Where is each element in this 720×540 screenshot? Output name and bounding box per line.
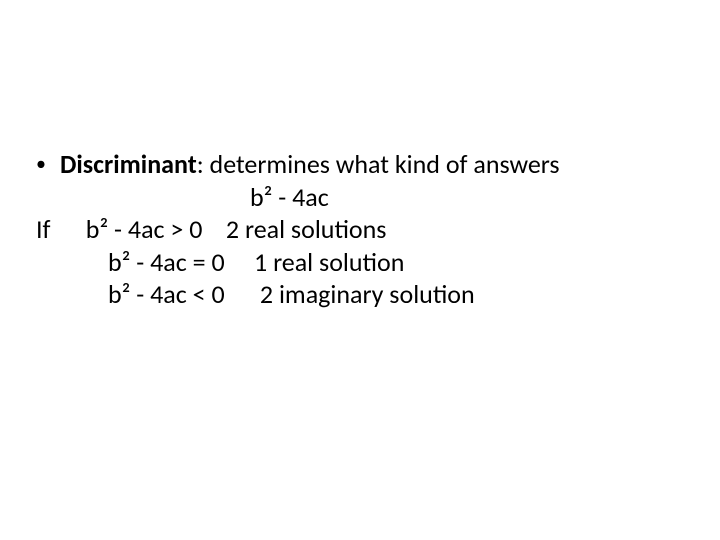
case-1-condition: b² - 4ac > 0 — [86, 213, 203, 245]
case-1: If b² - 4ac > 0 2 real solutions — [36, 213, 686, 246]
formula-line: b² - 4ac — [36, 181, 686, 214]
case-3-condition: b² - 4ac < 0 — [108, 278, 225, 310]
bullet-line: • Discriminant: determines what kind of … — [36, 148, 686, 181]
bullet-text: Discriminant: determines what kind of an… — [60, 148, 560, 181]
content-block: • Discriminant: determines what kind of … — [36, 148, 686, 311]
case-3: b² - 4ac < 0 2 imaginary solution — [36, 278, 686, 311]
case-2: b² - 4ac = 0 1 real solution — [36, 246, 686, 279]
case-1-result: 2 real solutions — [226, 213, 387, 245]
bullet-icon: • — [36, 148, 60, 177]
case-2-result: 1 real solution — [254, 246, 404, 278]
case-2-condition: b² - 4ac = 0 — [108, 246, 225, 278]
case-3-result: 2 imaginary solution — [260, 278, 475, 310]
if-label: If — [36, 213, 51, 245]
definition: : determines what kind of answers — [197, 148, 560, 180]
slide: • Discriminant: determines what kind of … — [0, 0, 720, 540]
term: Discriminant — [60, 148, 197, 180]
